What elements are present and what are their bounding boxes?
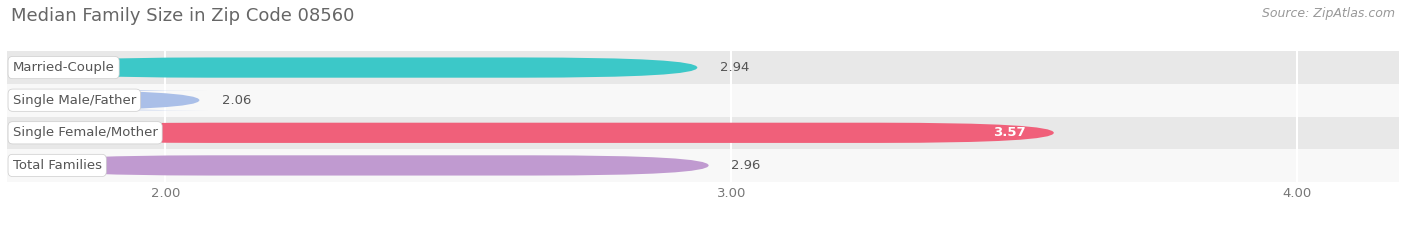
Text: Total Families: Total Families bbox=[13, 159, 101, 172]
FancyBboxPatch shape bbox=[34, 123, 1054, 143]
Text: Single Male/Father: Single Male/Father bbox=[13, 94, 136, 107]
FancyBboxPatch shape bbox=[34, 58, 697, 78]
FancyBboxPatch shape bbox=[34, 155, 709, 175]
Text: Source: ZipAtlas.com: Source: ZipAtlas.com bbox=[1261, 7, 1395, 20]
Text: 2.06: 2.06 bbox=[222, 94, 252, 107]
Text: 3.57: 3.57 bbox=[993, 126, 1025, 139]
Text: 2.96: 2.96 bbox=[731, 159, 761, 172]
Text: Median Family Size in Zip Code 08560: Median Family Size in Zip Code 08560 bbox=[11, 7, 354, 25]
Text: Single Female/Mother: Single Female/Mother bbox=[13, 126, 157, 139]
Bar bbox=[7, 51, 1399, 84]
Bar bbox=[7, 116, 1399, 149]
Text: Married-Couple: Married-Couple bbox=[13, 61, 114, 74]
FancyBboxPatch shape bbox=[24, 90, 208, 110]
Bar bbox=[7, 84, 1399, 116]
Bar bbox=[7, 149, 1399, 182]
Text: 2.94: 2.94 bbox=[720, 61, 749, 74]
